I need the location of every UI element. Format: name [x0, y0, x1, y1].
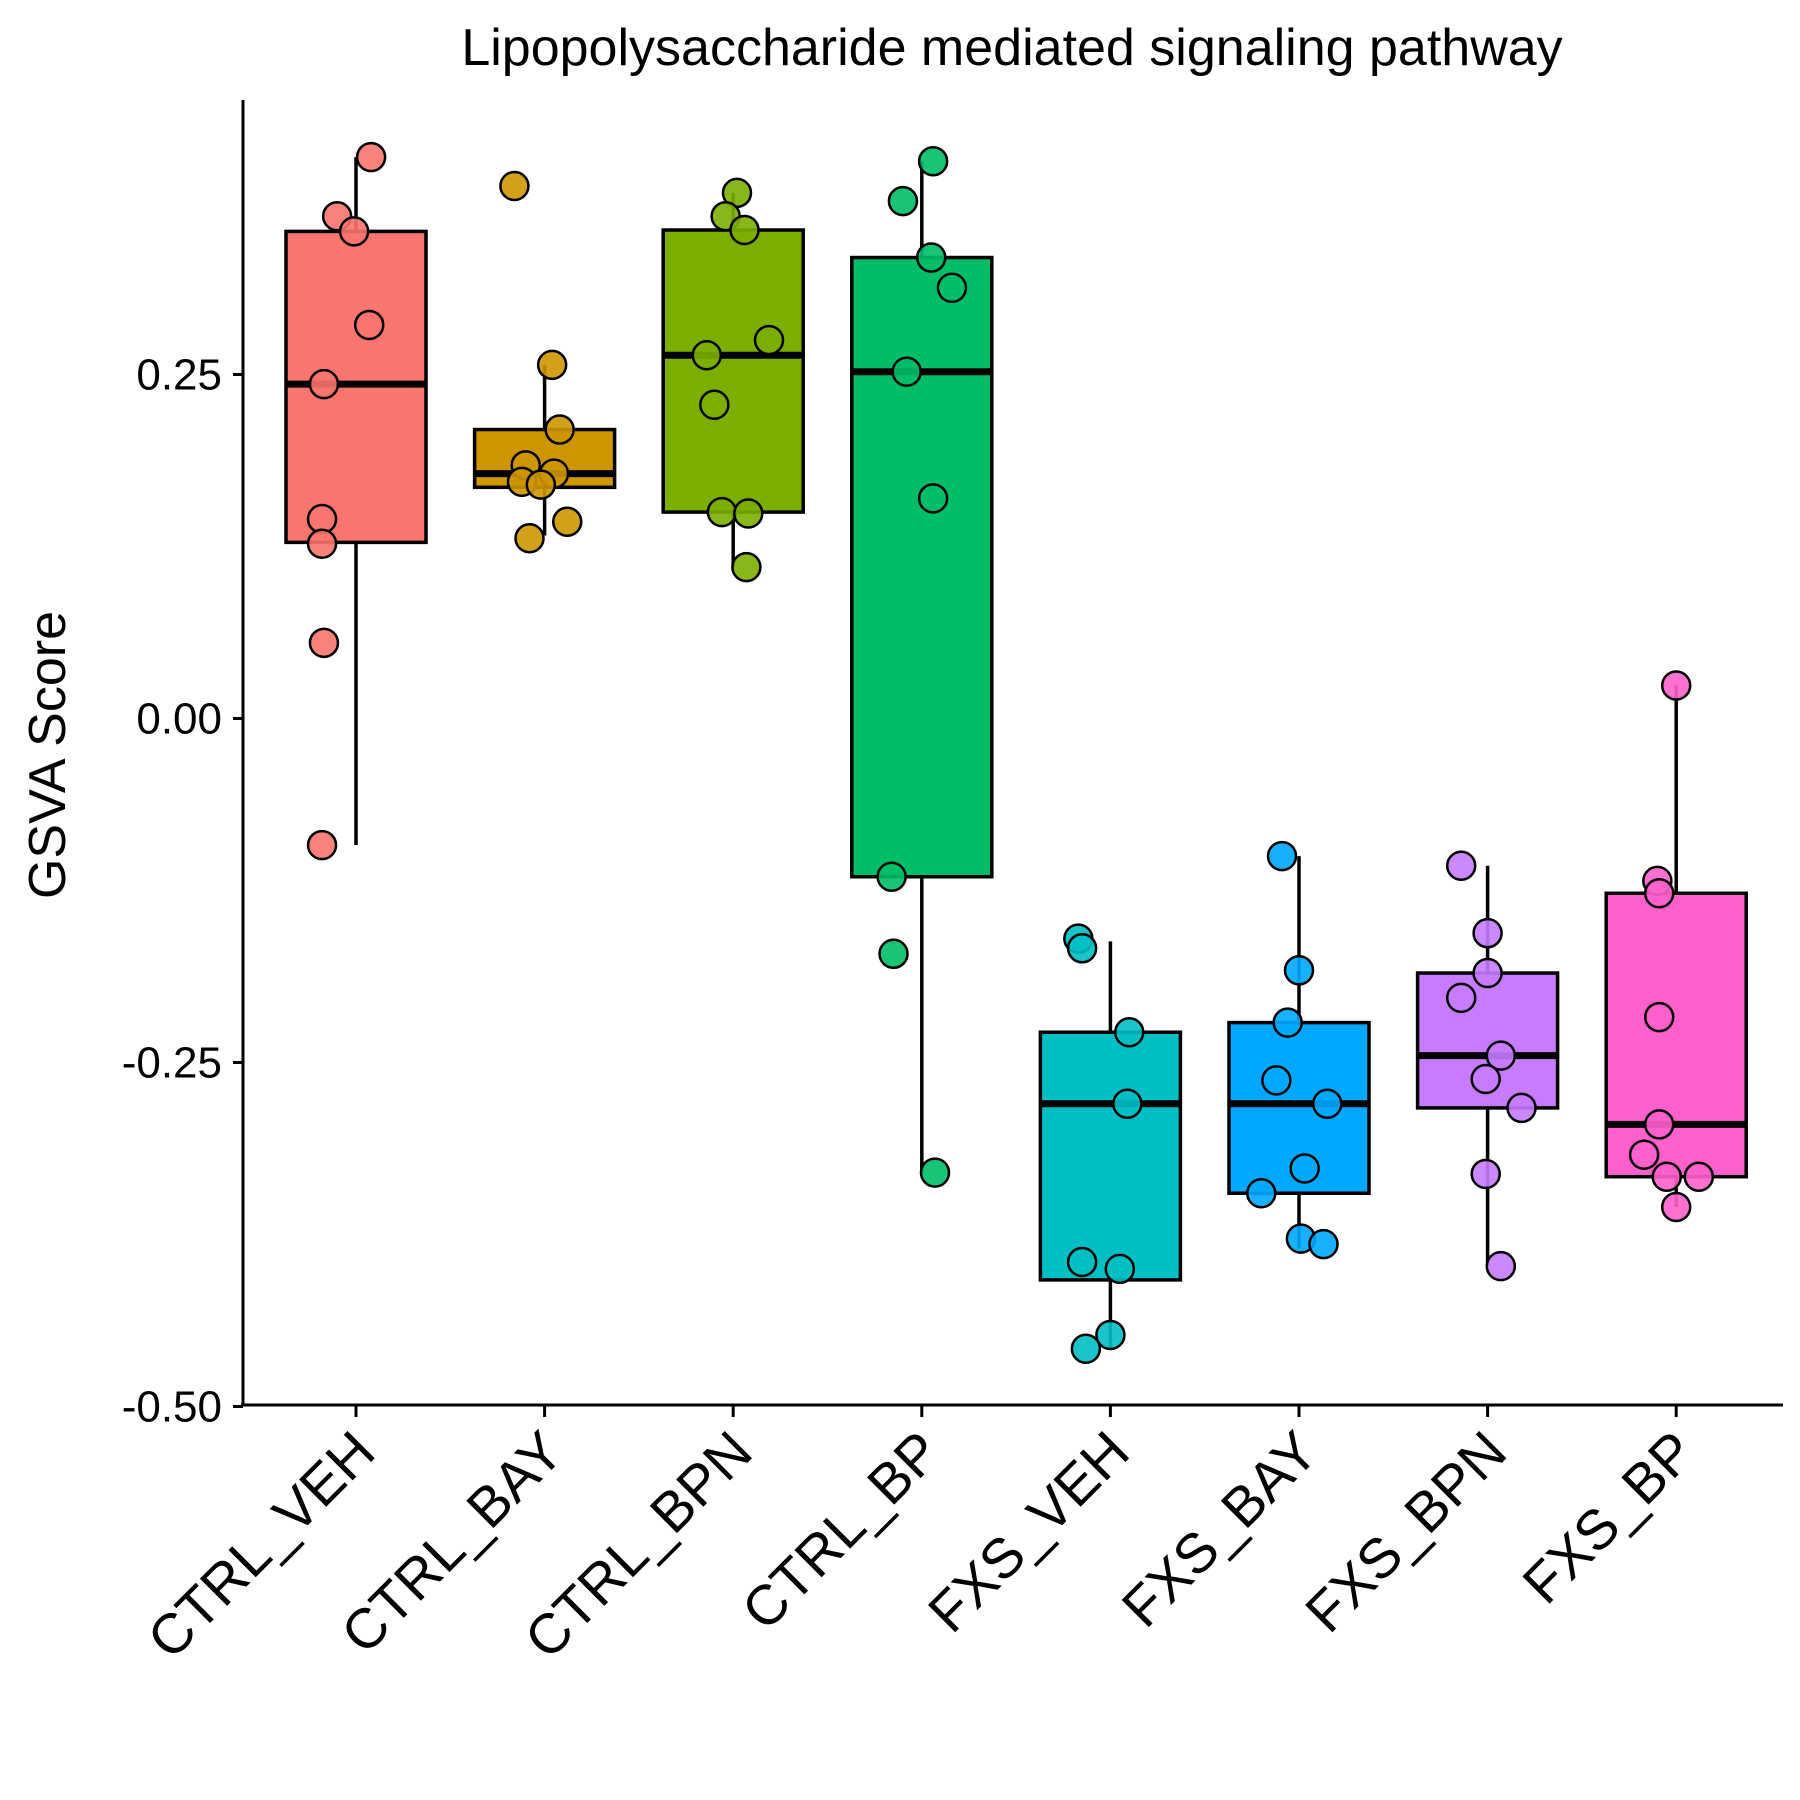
data-point [1643, 878, 1675, 909]
data-point [887, 185, 919, 217]
data-point [525, 469, 557, 500]
x-tick-label: FXS_BAY [1110, 1419, 1330, 1639]
data-point [753, 324, 785, 356]
data-point [1445, 850, 1477, 881]
box-group-ctrl-bpn [661, 177, 805, 583]
data-point [917, 483, 949, 514]
data-point [1114, 1016, 1145, 1048]
y-axis-ticks: 0.25 0.00 -0.25 -0.50 [122, 351, 243, 1432]
box-group-fxs-veh [1038, 923, 1183, 1364]
data-point [1472, 917, 1503, 949]
data-point [1470, 1158, 1501, 1190]
box-group-ctrl-veh [284, 141, 428, 861]
y-axis-title: GSVA Score [19, 611, 77, 899]
data-point [308, 368, 340, 400]
data-point [353, 309, 385, 341]
data-point [1272, 1007, 1303, 1038]
data-point [1070, 1333, 1102, 1364]
data-point [306, 528, 338, 559]
data-point [1104, 1253, 1136, 1285]
y-tick-label: -0.25 [122, 1039, 222, 1088]
y-tick-label: 0.25 [136, 351, 222, 400]
box [661, 228, 805, 514]
data-point [1066, 933, 1098, 964]
data-point [308, 627, 340, 659]
x-tick-label: FXS_BPN [1293, 1419, 1518, 1644]
data-point [1445, 982, 1477, 1014]
data-point [699, 389, 730, 421]
data-point [1246, 1177, 1277, 1209]
data-point [729, 214, 760, 246]
data-point [338, 216, 370, 247]
chart-title: Lipopolysaccharide mediated signaling pa… [461, 19, 1562, 77]
data-point [1266, 840, 1298, 872]
data-point [1470, 1063, 1501, 1095]
box-group-fxs-bp [1604, 670, 1748, 1223]
data-point [536, 349, 568, 381]
box-group-ctrl-bay [472, 170, 617, 554]
data-point [544, 414, 575, 445]
data-point [1660, 1191, 1692, 1223]
data-point [731, 551, 762, 583]
y-tick-label: 0.00 [136, 695, 222, 744]
data-point [733, 498, 764, 529]
data-point [706, 496, 738, 528]
data-point [915, 242, 947, 273]
data-point [1506, 1092, 1537, 1124]
data-point [891, 356, 922, 387]
data-point [936, 272, 968, 304]
data-point [499, 170, 530, 202]
data-point [1066, 1246, 1098, 1278]
data-point [1308, 1228, 1339, 1260]
x-tick-label: FXS_BP [1510, 1419, 1706, 1615]
data-point [878, 938, 909, 970]
data-point [551, 506, 583, 537]
box-group-ctrl-bp [850, 145, 994, 1188]
box-group-fxs-bpn [1415, 850, 1560, 1282]
data-point [1643, 1001, 1675, 1033]
data-point [876, 861, 907, 892]
x-tick-label: CTRL_BP [729, 1419, 952, 1642]
data-point [1683, 1161, 1715, 1192]
data-point [917, 145, 949, 177]
box-group-fxs-bay [1227, 840, 1371, 1260]
y-tick-label: -0.50 [122, 1383, 222, 1432]
plot-area [284, 141, 1748, 1364]
data-point [1660, 670, 1692, 701]
data-point [1643, 1109, 1675, 1140]
data-point [1289, 1153, 1320, 1184]
box [850, 255, 994, 879]
data-point [1261, 1065, 1292, 1096]
x-axis-ticks: CTRL_VEHCTRL_BAYCTRL_BPNCTRL_BPFXS_VEHFX… [135, 1405, 1707, 1670]
data-point [306, 829, 338, 861]
data-point [1112, 1088, 1143, 1120]
box [1604, 891, 1748, 1179]
data-point [1628, 1139, 1660, 1170]
data-point [1312, 1088, 1343, 1120]
box [1415, 971, 1560, 1110]
box [1038, 1030, 1183, 1282]
data-point [1283, 955, 1315, 986]
data-point [1485, 1040, 1517, 1071]
data-point [919, 1157, 951, 1188]
x-tick-label: FXS_VEH [916, 1419, 1141, 1644]
data-point [691, 339, 723, 371]
data-point [1651, 1161, 1683, 1192]
data-point [514, 522, 545, 554]
data-point [1485, 1250, 1517, 1282]
data-point [355, 141, 387, 173]
data-point [1472, 957, 1503, 989]
data-point [1095, 1319, 1126, 1351]
